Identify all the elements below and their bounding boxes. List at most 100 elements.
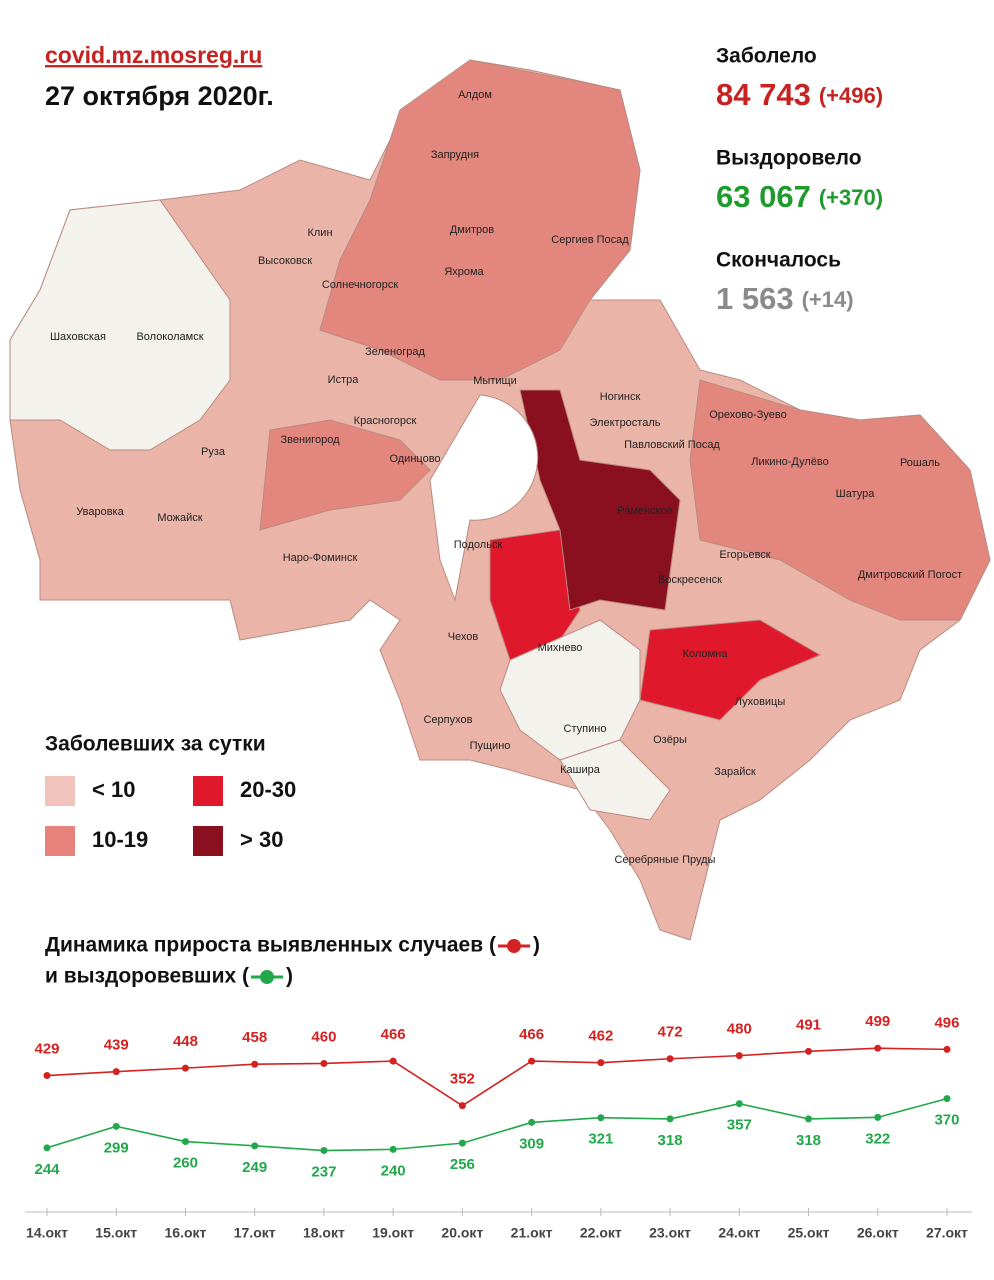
data-label: 318: [658, 1132, 683, 1149]
map-label: Звенигород: [280, 434, 340, 446]
data-label: 370: [934, 1112, 959, 1129]
stat-number: 63 067: [716, 179, 811, 214]
region-west: [9, 199, 231, 451]
map-label: Шаховская: [50, 331, 106, 343]
map-label: Ногинск: [600, 391, 641, 403]
map-label: Запрудня: [431, 149, 479, 161]
x-tick-label: 24.окт: [718, 1225, 760, 1241]
data-label: 460: [311, 1028, 336, 1045]
map-label: Солнечногорск: [322, 279, 398, 291]
map-label: Электросталь: [590, 417, 661, 429]
map-label: Павловский Посад: [624, 439, 720, 451]
stat-label: Выздоровело: [716, 147, 862, 170]
stat-number: 1 563: [716, 281, 794, 316]
stat-delta: (+14): [802, 287, 854, 312]
map-label: Озёры: [653, 734, 687, 746]
region-east: [689, 379, 991, 621]
stat-label: Заболело: [716, 45, 817, 68]
data-label: 439: [104, 1037, 129, 1054]
point: [389, 1057, 397, 1065]
x-tick-label: 23.окт: [649, 1225, 691, 1241]
x-tick-label: 14.окт: [26, 1225, 68, 1241]
point: [43, 1072, 51, 1080]
map-label: Михнево: [538, 642, 583, 654]
map-label: Подольск: [454, 539, 503, 551]
x-tick-label: 17.окт: [234, 1225, 276, 1241]
point: [458, 1139, 466, 1147]
point: [874, 1044, 882, 1052]
point: [251, 1060, 259, 1068]
data-label: 429: [34, 1041, 59, 1058]
legend-label: < 10: [92, 777, 135, 802]
map-label: Воскресенск: [658, 574, 722, 586]
point: [597, 1059, 605, 1067]
map-label: Алдом: [458, 89, 492, 101]
data-label: 260: [173, 1155, 198, 1172]
map-label: Чехов: [448, 631, 479, 643]
stat-value: 63 067 (+370): [716, 179, 883, 214]
map-label: Дмитровский Погост: [858, 569, 962, 581]
point: [528, 1057, 536, 1065]
x-tick-label: 22.окт: [580, 1225, 622, 1241]
data-label: 466: [519, 1026, 544, 1043]
data-label: 472: [658, 1024, 683, 1041]
data-label: 309: [519, 1135, 544, 1152]
legend-swatch: [45, 826, 75, 856]
series-line: [46, 1097, 948, 1152]
map-label: Пущино: [470, 740, 511, 752]
map-label: Истра: [328, 374, 360, 386]
point: [458, 1102, 466, 1110]
stat-value: 1 563 (+14): [716, 281, 854, 316]
point: [874, 1113, 882, 1121]
data-label: 237: [311, 1164, 336, 1181]
region-ramenskoe: [519, 389, 681, 611]
chart-title: ): [533, 934, 540, 957]
map-label: Ликино-Дулёво: [751, 456, 829, 468]
map: [9, 59, 991, 941]
chart-title: и выздоровевших (: [45, 965, 249, 988]
legend-swatch: [45, 776, 75, 806]
point: [735, 1052, 743, 1060]
point: [943, 1045, 951, 1053]
map-label: Серпухов: [424, 714, 473, 726]
point: [251, 1142, 259, 1150]
data-label: 499: [865, 1013, 890, 1030]
stat-number: 84 743: [716, 77, 811, 112]
x-tick-label: 25.окт: [788, 1225, 830, 1241]
data-label: 352: [450, 1071, 475, 1088]
data-label: 299: [104, 1139, 129, 1156]
moscow: [429, 394, 539, 602]
region-zvenigorod: [259, 419, 431, 531]
map-label: Зарайск: [714, 766, 756, 778]
data-label: 249: [242, 1159, 267, 1176]
data-label: 496: [934, 1014, 959, 1031]
map-label: Наро-Фоминск: [283, 552, 358, 564]
x-tick-label: 20.окт: [441, 1225, 483, 1241]
stat-value: 84 743 (+496): [716, 77, 883, 112]
point: [112, 1122, 120, 1130]
map-label: Егорьевск: [719, 549, 770, 561]
point: [43, 1144, 51, 1152]
map-label: Красногорск: [354, 415, 417, 427]
map-label: Раменское: [617, 505, 673, 517]
point: [735, 1100, 743, 1108]
point: [528, 1118, 536, 1126]
x-tick-label: 26.окт: [857, 1225, 899, 1241]
point: [112, 1068, 120, 1076]
map-label: Мытищи: [473, 375, 516, 387]
point: [805, 1047, 813, 1055]
data-label: 256: [450, 1156, 475, 1173]
legend-swatch: [193, 776, 223, 806]
legend-title: Заболевших за сутки: [45, 733, 266, 756]
data-label: 448: [173, 1033, 198, 1050]
legend-swatch: [193, 826, 223, 856]
x-tick-label: 21.окт: [511, 1225, 553, 1241]
point: [805, 1115, 813, 1123]
map-label: Одинцово: [389, 453, 440, 465]
date: 27 октября 2020г.: [45, 81, 274, 111]
map-label: Орехово-Зуево: [709, 409, 787, 421]
data-label: 480: [727, 1021, 752, 1038]
x-tick-label: 27.окт: [926, 1225, 968, 1241]
stat-delta: (+496): [819, 83, 883, 108]
